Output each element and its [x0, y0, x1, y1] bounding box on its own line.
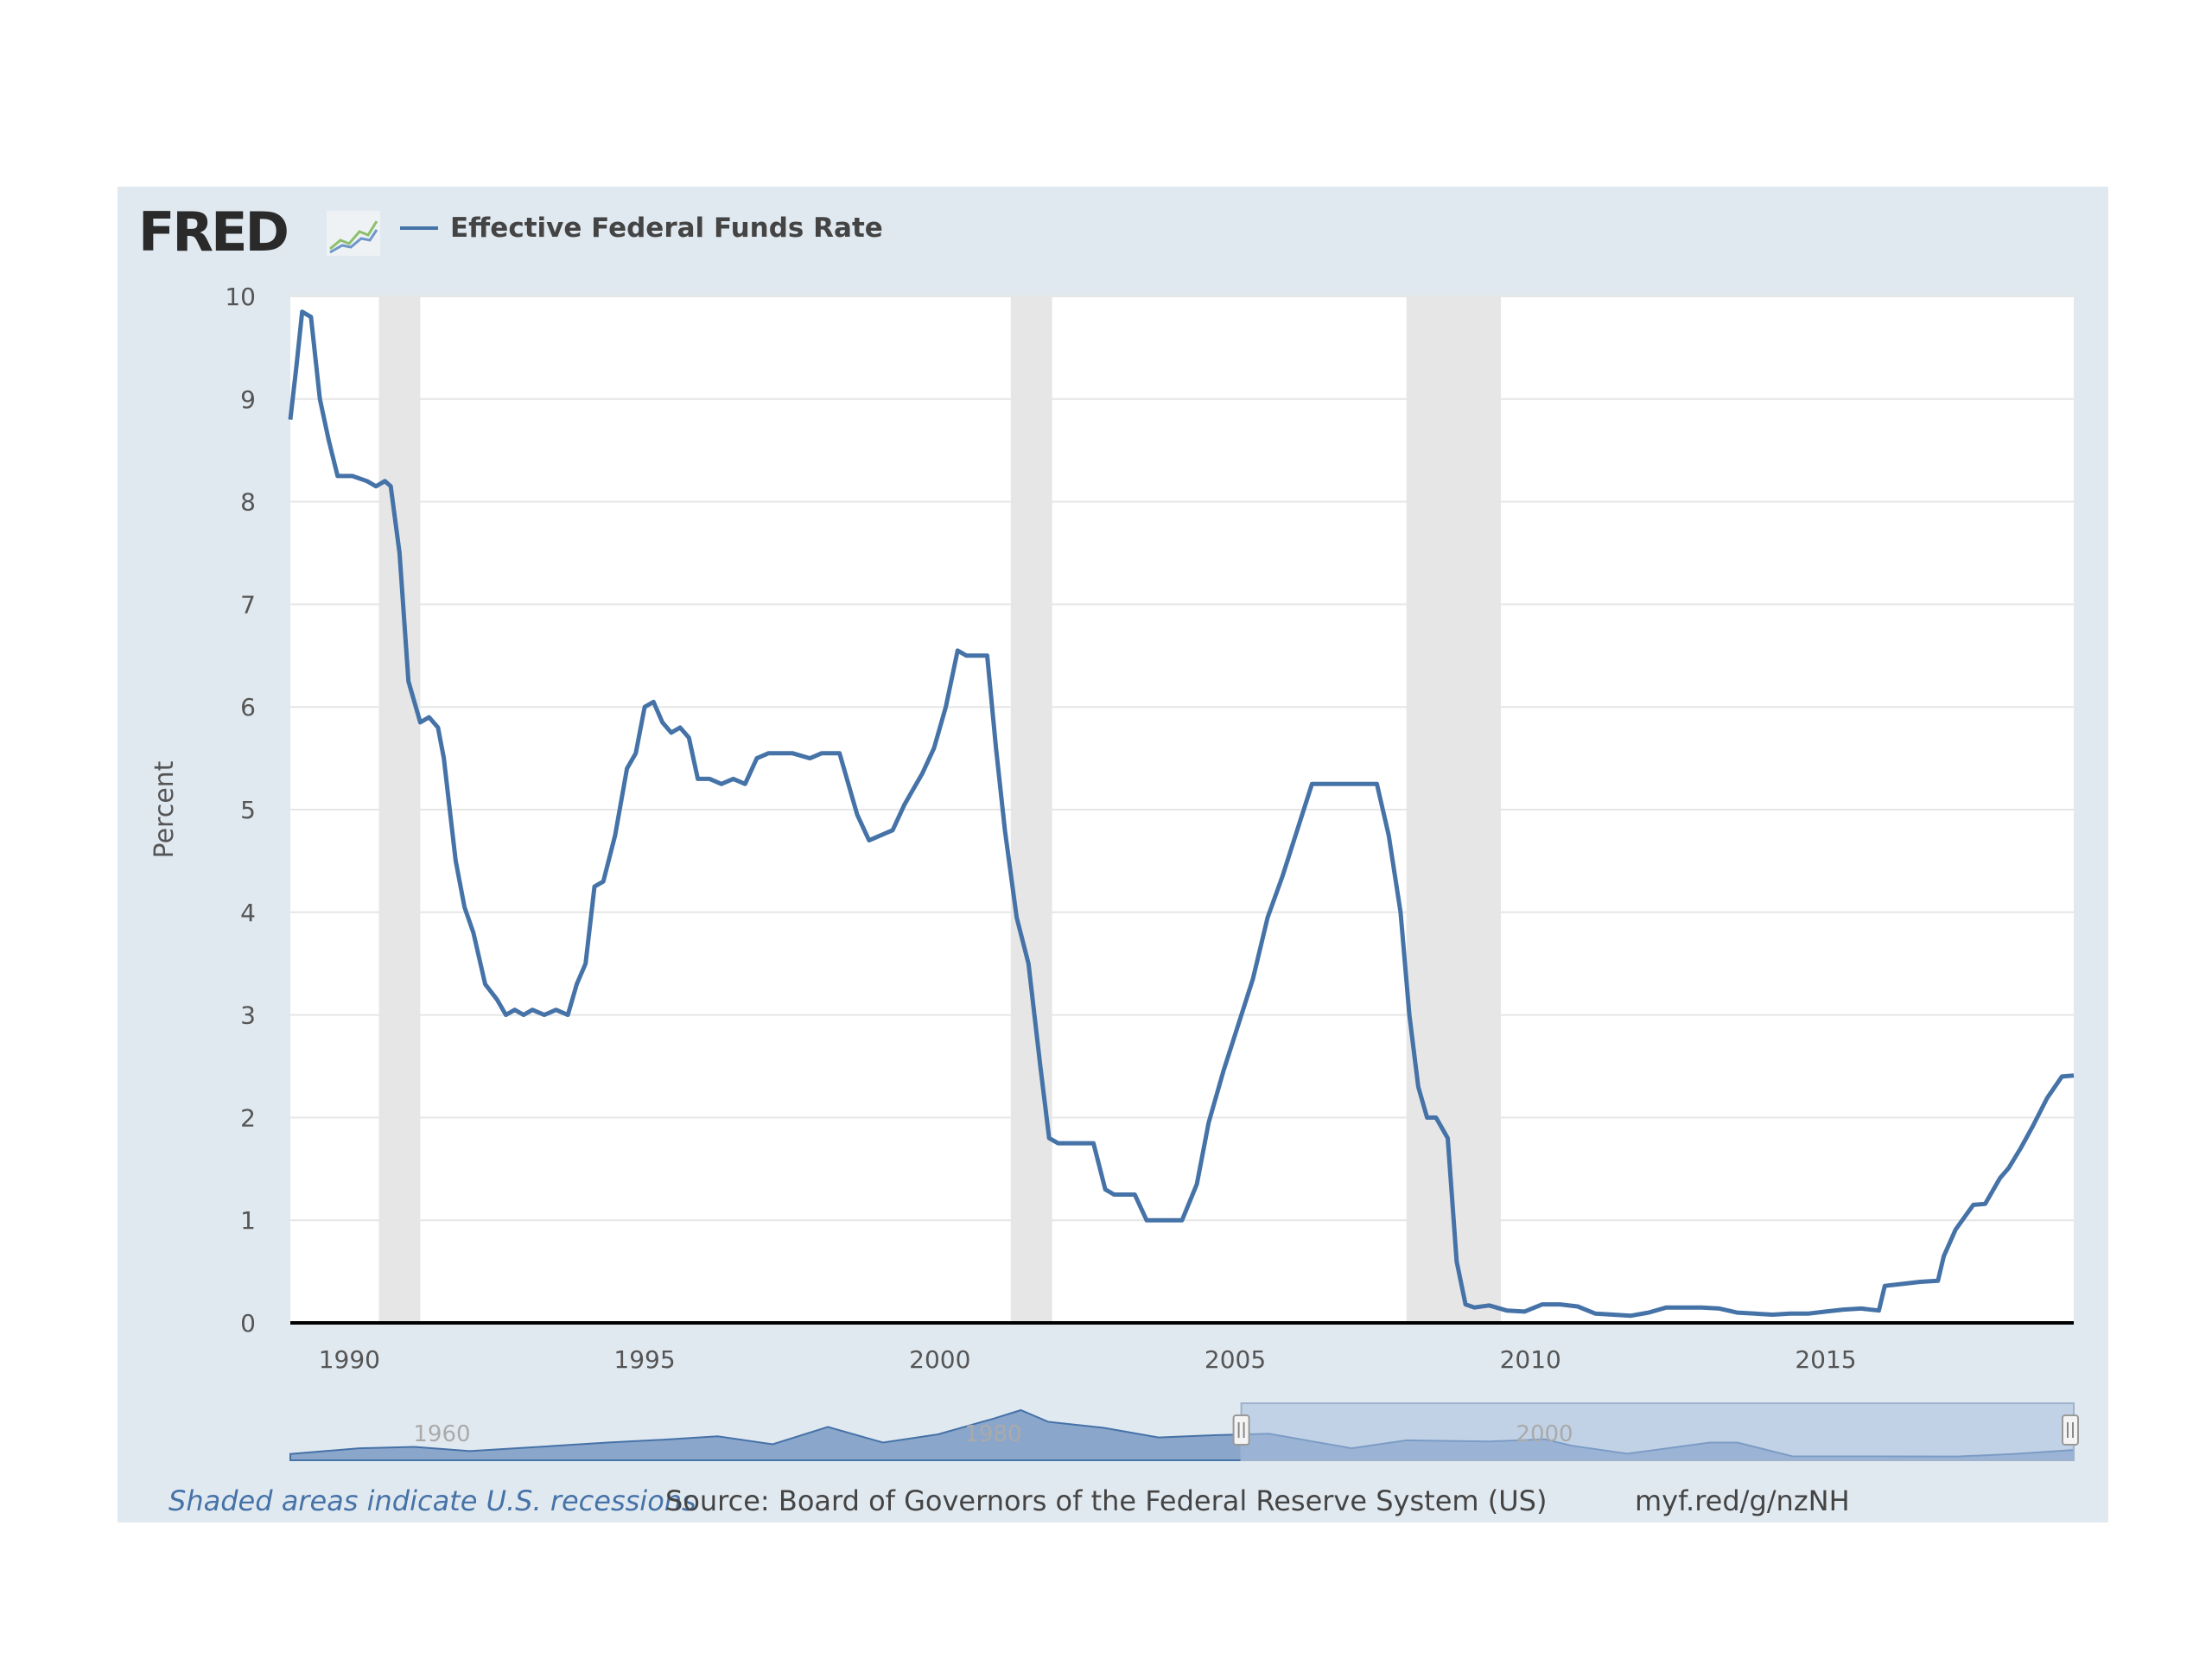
- grid-lines: [290, 296, 2074, 1222]
- navigator-label: 1960: [413, 1421, 470, 1447]
- navigator-left-handle[interactable]: [1232, 1414, 1250, 1446]
- recession-note[interactable]: Shaded areas indicate U.S. recessions: [168, 1484, 696, 1517]
- navigator-label: 1980: [964, 1421, 1021, 1447]
- navigator-labels: 1960 1980 2000: [413, 1421, 1573, 1447]
- y-tick-label: 3: [240, 1001, 256, 1030]
- source-note: Source: Board of Governors of the Federa…: [665, 1484, 1548, 1517]
- y-tick-label: 2: [240, 1103, 256, 1132]
- x-axis-ticks: 1990 1995 2000 2005 2010 2015: [319, 1345, 1857, 1374]
- x-tick-label: 1990: [319, 1345, 380, 1374]
- legend-series-label: Effective Federal Funds Rate: [450, 213, 883, 244]
- y-axis-label: Percent: [149, 760, 180, 858]
- x-tick-label: 2010: [1500, 1345, 1561, 1374]
- y-axis-ticks: 0 1 2 3 4 5 6 7 8 9 10: [225, 283, 256, 1338]
- x-tick-label: 1995: [613, 1345, 675, 1374]
- y-tick-label: 10: [225, 283, 256, 311]
- handle-grip[interactable]: [2062, 1414, 2079, 1446]
- range-navigator[interactable]: 1960 1980 2000: [289, 1402, 2079, 1461]
- fred-graph-icon: [327, 211, 380, 256]
- x-tick-label: 2015: [1795, 1345, 1856, 1374]
- navigator-window[interactable]: [1240, 1402, 2075, 1461]
- x-tick-label: 2000: [909, 1345, 970, 1374]
- y-tick-label: 6: [240, 693, 256, 721]
- y-tick-label: 4: [240, 899, 256, 927]
- handle-grip[interactable]: [1232, 1414, 1250, 1446]
- fred-logo-text: FRED: [138, 200, 289, 264]
- y-tick-label: 0: [240, 1309, 256, 1338]
- navigator-label: 2000: [1516, 1421, 1573, 1447]
- chart-legend: Effective Federal Funds Rate: [400, 211, 883, 245]
- y-tick-label: 9: [240, 385, 256, 414]
- series-line: [288, 309, 2075, 1319]
- y-tick-label: 8: [240, 488, 256, 517]
- y-tick-label: 7: [240, 590, 256, 619]
- y-tick-label: 5: [240, 796, 256, 824]
- y-tick-label: 1: [240, 1206, 256, 1235]
- x-tick-label: 2005: [1205, 1345, 1266, 1374]
- navigator-right-handle[interactable]: [2062, 1414, 2079, 1446]
- short-link[interactable]: myf.red/g/nzNH: [1635, 1484, 1850, 1517]
- fred-logo[interactable]: FRED: [138, 206, 397, 259]
- legend-swatch: [400, 226, 438, 230]
